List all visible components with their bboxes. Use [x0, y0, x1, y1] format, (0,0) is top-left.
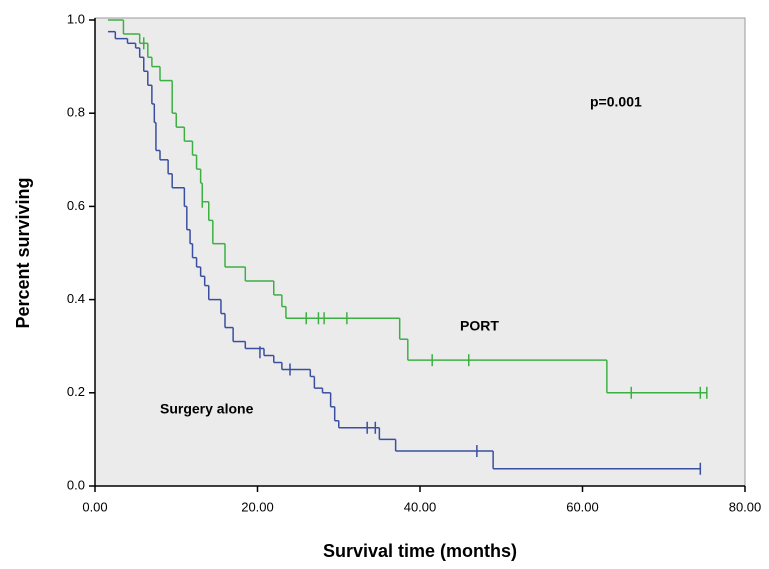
plot-area: [94, 17, 746, 487]
y-tick-label: 0.0: [67, 477, 85, 492]
y-tick-label: 0.2: [67, 384, 85, 399]
x-tick-label: 80.00: [729, 499, 762, 514]
x-tick-label: 40.00: [404, 499, 437, 514]
annotation: p=0.001: [590, 94, 642, 110]
x-tick-label: 20.00: [241, 499, 274, 514]
x-tick-label: 60.00: [566, 499, 599, 514]
x-tick-label: 0.00: [82, 499, 107, 514]
annotation: Surgery alone: [160, 401, 254, 417]
y-tick-label: 1.0: [67, 11, 85, 26]
y-tick-label: 0.8: [67, 105, 85, 120]
y-axis-title: Percent surviving: [13, 177, 33, 328]
y-tick-label: 0.6: [67, 198, 85, 213]
x-axis-title: Survival time (months): [323, 541, 517, 561]
annotation: PORT: [460, 318, 499, 334]
y-tick-label: 0.4: [67, 291, 85, 306]
